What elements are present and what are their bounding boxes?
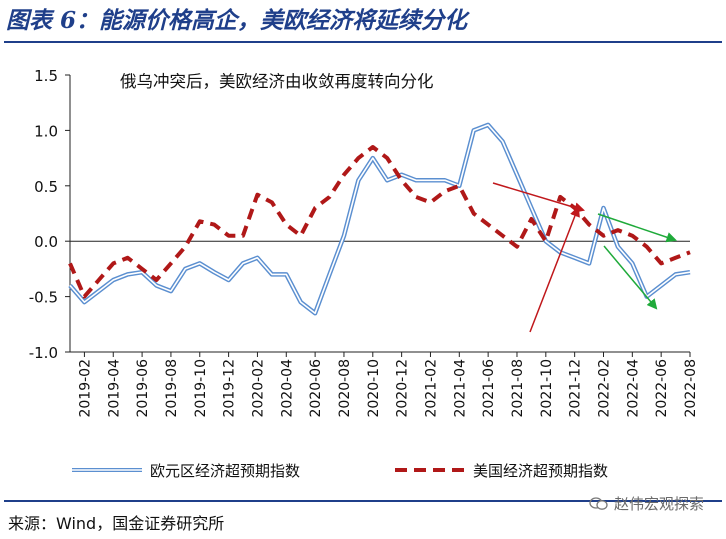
red-arrow-rising	[529, 206, 580, 333]
watermark-text: 赵伟宏观探索	[613, 495, 704, 513]
series-euro-line-outer	[68, 122, 691, 316]
x-tick-label: 2021-04	[452, 359, 468, 418]
x-tick-label: 2021-08	[510, 359, 526, 418]
chart-legend: 欧元区经济超预期指数 美国经济超预期指数	[72, 462, 608, 480]
x-tick-label: 2021-06	[481, 359, 497, 418]
x-tick-label: 2021-10	[539, 359, 555, 418]
x-tick-label: 2020-08	[337, 359, 353, 418]
chart-annotation: 俄乌冲突后，美欧经济由收敛再度转向分化	[120, 72, 434, 91]
chart-arrows	[492, 182, 677, 333]
y-tick-label: 1.0	[34, 122, 58, 140]
x-tick-label: 2022-06	[654, 359, 670, 418]
green-arrow-us	[597, 213, 677, 243]
y-tick-label: -1.0	[29, 344, 58, 362]
x-tick-label: 2021-12	[568, 359, 584, 418]
watermark: 赵伟宏观探索	[589, 493, 704, 514]
legend-euro-label: 欧元区经济超预期指数	[150, 462, 300, 480]
x-tick-label: 2020-04	[279, 359, 295, 418]
chart-axes: 1.5 1.0 0.5 0.0 -0.5 -1.0 2019-02 2019-04 2019-0…	[29, 67, 699, 418]
red-arrow-converge	[492, 182, 586, 213]
x-tick-label: 2019-06	[135, 359, 151, 418]
x-tick-label: 2019-10	[193, 359, 209, 418]
source-rule	[4, 500, 722, 502]
series-euro-group	[68, 122, 691, 316]
x-tick-label: 2019-04	[106, 359, 122, 418]
legend-us-label: 美国经济超预期指数	[473, 462, 608, 480]
series-euro-line-inner	[69, 124, 691, 315]
chart-canvas: 1.5 1.0 0.5 0.0 -0.5 -1.0 2019-02 2019-04 2019-0…	[29, 67, 699, 480]
x-tick-label: 2019-12	[222, 359, 238, 418]
series-us-group	[68, 145, 691, 299]
series-us-line	[68, 145, 691, 299]
x-tick-label: 2020-12	[395, 359, 411, 418]
source-note: 来源：Wind，国金证券研究所	[8, 514, 225, 533]
x-tick-label: 2020-10	[366, 359, 382, 418]
y-tick-label: -0.5	[29, 289, 58, 307]
x-tick-label: 2022-08	[683, 359, 699, 418]
green-arrow-euro	[603, 245, 658, 310]
title-underline	[4, 41, 722, 43]
x-tick-label: 2020-02	[250, 359, 266, 418]
wechat-icon	[589, 496, 608, 510]
y-tick-label: 0.5	[34, 178, 58, 196]
x-tick-label: 2020-06	[308, 359, 324, 418]
y-tick-label: 1.5	[34, 67, 58, 85]
x-tick-label: 2021-02	[423, 359, 439, 418]
x-tick-label: 2019-08	[164, 359, 180, 418]
y-tick-label: 0.0	[34, 233, 58, 251]
chart-title: 图表 6：能源价格高企，美欧经济将延续分化	[6, 7, 468, 34]
x-tick-label: 2019-02	[77, 359, 93, 418]
x-tick-label: 2022-02	[596, 359, 612, 418]
x-tick-label: 2022-04	[625, 359, 641, 418]
